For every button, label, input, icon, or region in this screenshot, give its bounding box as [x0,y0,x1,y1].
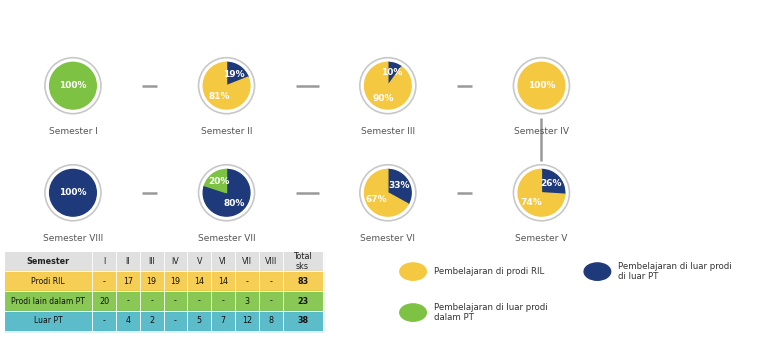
Text: Pembelajaran di luar prodi
dalam PT: Pembelajaran di luar prodi dalam PT [434,303,548,322]
Text: Semester IV: Semester IV [514,126,569,136]
Circle shape [45,165,101,221]
FancyBboxPatch shape [4,291,323,311]
Text: III: III [148,257,155,266]
Text: VIII: VIII [265,257,276,266]
Text: 4: 4 [125,316,131,325]
Text: Total
sks: Total sks [293,252,312,271]
Text: Semester III: Semester III [361,126,415,136]
Text: 38: 38 [297,316,308,325]
Text: 23: 23 [297,297,308,306]
Text: 33%: 33% [389,181,410,190]
Text: 100%: 100% [59,188,87,197]
Text: Semester II: Semester II [200,126,253,136]
Wedge shape [50,170,96,216]
Text: 19%: 19% [223,70,245,79]
Text: 2: 2 [149,316,154,325]
Text: 8: 8 [268,316,273,325]
Circle shape [360,58,415,114]
Text: II: II [126,257,130,266]
Text: 83: 83 [297,277,308,286]
Circle shape [199,58,254,114]
Text: -: - [127,297,129,306]
Text: Semester VIII: Semester VIII [43,233,103,243]
FancyBboxPatch shape [4,271,323,291]
Text: -: - [174,297,177,306]
Text: -: - [103,316,105,325]
Circle shape [514,165,569,221]
Text: IV: IV [171,257,180,266]
Text: 100%: 100% [59,81,87,90]
Text: 26%: 26% [541,179,562,188]
Text: 80%: 80% [223,199,245,208]
Text: -: - [198,297,200,306]
Wedge shape [365,62,411,109]
FancyBboxPatch shape [4,311,323,331]
Text: 67%: 67% [366,195,387,204]
Text: 7: 7 [220,316,226,325]
Text: 19: 19 [170,277,180,286]
Text: -: - [270,277,272,286]
Text: 10%: 10% [382,68,402,77]
Text: 20%: 20% [208,177,230,186]
Wedge shape [518,170,564,216]
Text: -: - [246,277,248,286]
FancyBboxPatch shape [4,252,323,271]
Text: Semester I: Semester I [48,126,98,136]
Text: 14: 14 [194,277,204,286]
Circle shape [45,58,101,114]
Text: Semester VII: Semester VII [197,233,256,243]
Text: 81%: 81% [208,92,230,101]
Text: VII: VII [242,257,252,266]
Text: -: - [222,297,224,306]
Circle shape [400,263,426,280]
Text: 74%: 74% [521,197,542,207]
Wedge shape [365,170,409,216]
Text: Pembelajaran di luar prodi
di luar PT: Pembelajaran di luar prodi di luar PT [618,262,732,281]
Text: 12: 12 [242,316,252,325]
Text: 19: 19 [147,277,157,286]
Text: Prodi RIL: Prodi RIL [31,277,65,286]
Wedge shape [388,62,402,86]
Text: -: - [174,316,177,325]
Wedge shape [541,170,564,194]
Text: 14: 14 [218,277,228,286]
Text: 3: 3 [244,297,250,306]
Wedge shape [204,170,227,193]
Text: 100%: 100% [528,81,555,90]
Text: Luar PT: Luar PT [34,316,62,325]
Circle shape [584,263,611,280]
Wedge shape [227,62,248,86]
Text: -: - [103,277,105,286]
Text: 20: 20 [99,297,109,306]
Text: Semester V: Semester V [515,233,568,243]
Circle shape [360,165,415,221]
Text: -: - [151,297,153,306]
Text: V: V [197,257,202,266]
Wedge shape [204,170,250,216]
Text: Semester VI: Semester VI [360,233,415,243]
Text: 5: 5 [197,316,202,325]
Text: -: - [270,297,272,306]
Text: VI: VI [219,257,227,266]
Wedge shape [204,62,250,109]
Text: Semester: Semester [26,257,70,266]
Wedge shape [518,62,564,109]
Wedge shape [388,170,411,204]
Wedge shape [50,62,96,109]
Text: 17: 17 [123,277,133,286]
Circle shape [400,304,426,321]
Text: Pembelajaran di prodi RIL: Pembelajaran di prodi RIL [434,267,545,276]
Text: I: I [103,257,105,266]
Text: 90%: 90% [373,94,395,103]
Text: Prodi lain dalam PT: Prodi lain dalam PT [11,297,85,306]
Circle shape [514,58,569,114]
Circle shape [199,165,254,221]
